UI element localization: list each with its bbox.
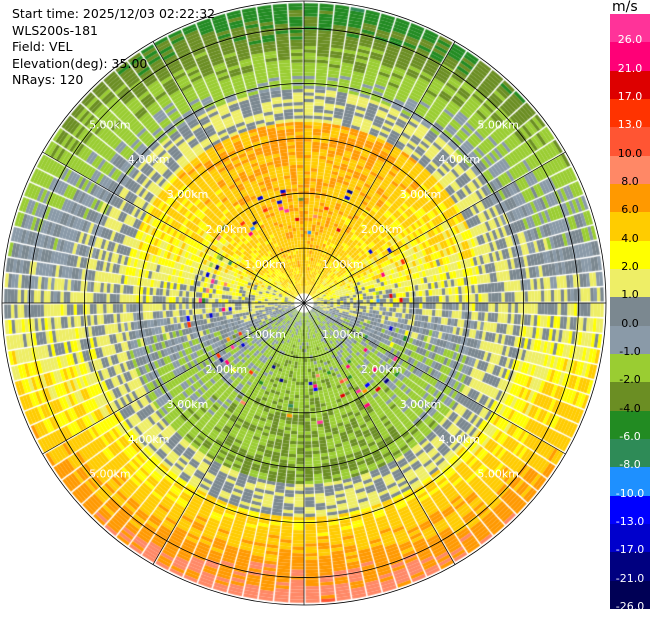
range-ring-label: 4.00km	[128, 153, 170, 166]
azimuth-spoke	[152, 41, 305, 304]
colorbar-tick-label: -21.0	[615, 571, 645, 585]
range-ring-label: 5.00km	[477, 118, 519, 131]
range-ring-label: 1.00km	[322, 258, 364, 271]
range-ring-label: 4.00km	[439, 153, 481, 166]
range-ring-label: 5.00km	[89, 468, 131, 481]
colorbar-segment	[610, 155, 650, 185]
colorbar-segment	[610, 354, 650, 383]
colorbar-tick-label: 13.0	[617, 118, 643, 132]
colorbar-tick-label: 1.0	[621, 288, 639, 302]
colorbar-tick-label: -2.0	[619, 373, 641, 387]
range-ring-label: 3.00km	[400, 398, 442, 411]
range-ring-label: 5.00km	[89, 118, 131, 131]
range-ring-label: 2.00km	[206, 363, 248, 376]
range-ring-label: 1.00km	[244, 328, 286, 341]
colorbar-segment	[610, 14, 650, 43]
colorbar-segment	[610, 297, 650, 327]
range-ring-label: 3.00km	[167, 398, 209, 411]
start-time-text: Start time: 2025/12/03 02:22:32	[12, 6, 216, 21]
range-ring-label: 1.00km	[244, 258, 286, 271]
radar-ppi-plot	[0, 0, 650, 610]
colorbar-tick-label: -6.0	[619, 429, 641, 443]
colorbar-tick-label: -8.0	[619, 458, 641, 472]
range-ring-label: 4.00km	[128, 433, 170, 446]
azimuth-spoke	[152, 302, 305, 565]
scan-info: Start time: 2025/12/03 02:22:32 WLS200s-…	[12, 6, 215, 89]
colorbar-segment	[610, 99, 650, 128]
colorbar-tick-label: 26.0	[617, 33, 643, 47]
colorbar-segment	[610, 127, 650, 157]
colorbar-tick-label: 17.0	[617, 89, 643, 103]
colorbar-tick-label: -26.0	[615, 599, 645, 613]
colorbar-title: m/s	[612, 0, 638, 15]
colorbar-segment	[610, 240, 650, 270]
range-ring-label: 3.00km	[167, 188, 209, 201]
azimuth-spoke	[303, 302, 566, 455]
colorbar-segment	[610, 70, 650, 100]
azimuth-spoke	[303, 302, 456, 565]
colorbar-segment	[610, 467, 650, 497]
range-ring-label: 2.00km	[361, 363, 403, 376]
colorbar-tick-label: -4.0	[619, 401, 641, 415]
colorbar-segment	[610, 212, 650, 242]
colorbar-segment	[610, 269, 650, 298]
colorbar-tick-label: 4.0	[621, 231, 639, 245]
colorbar-tick-label: -30.0	[615, 628, 645, 641]
colorbar-segment	[610, 495, 650, 525]
colorbar-tick-label: 10.0	[617, 146, 643, 160]
colorbar-segment	[610, 382, 650, 412]
colorbar-segment	[610, 184, 650, 213]
range-ring-label: 3.00km	[400, 188, 442, 201]
colorbar-tick-label: 6.0	[621, 203, 639, 217]
colorbar-segment	[610, 552, 650, 582]
range-ring-label: 2.00km	[361, 223, 403, 236]
colorbar-segment	[610, 524, 650, 553]
azimuth-spoke	[42, 302, 305, 455]
range-ring-label: 1.00km	[322, 328, 364, 341]
colorbar-tick-label: 0.0	[621, 316, 639, 330]
field-text: Field: VEL	[12, 39, 73, 54]
colorbar-tick-label: -17.0	[615, 543, 645, 557]
colorbar-tick-label: 2.0	[621, 259, 639, 273]
range-ring-label: 2.00km	[206, 223, 248, 236]
nrays-text: NRays: 120	[12, 72, 84, 87]
colorbar-tick-label: 8.0	[621, 174, 639, 188]
colorbar-segment	[610, 410, 650, 440]
instrument-text: WLS200s-181	[12, 22, 98, 38]
colorbar-segment	[610, 580, 650, 610]
azimuth-spoke	[42, 151, 305, 304]
range-ring-overlay: 1.00km 1.00km 1.00km 1.00km 2.00km 2.00km 2.00…	[1, 0, 607, 606]
elevation-text: Elevation(deg): 35.00	[12, 55, 148, 71]
azimuth-spoke	[303, 151, 566, 304]
velocity-colorbar: 26.0 21.0 17.0 13.0 10.0 8.0 6.0 4.0 2.0 1.0 0.0 -1…	[610, 14, 650, 640]
azimuth-spoke	[303, 41, 456, 304]
colorbar-segment	[610, 42, 650, 72]
colorbar-segment	[610, 325, 650, 355]
range-ring-label: 5.00km	[477, 468, 519, 481]
colorbar-tick-label: -1.0	[619, 344, 641, 358]
colorbar-tick-label: 21.0	[617, 61, 643, 75]
colorbar-tick-label: -10.0	[615, 486, 645, 500]
colorbar-tick-label: -13.0	[615, 514, 645, 528]
colorbar-segment	[610, 439, 650, 468]
range-ring-label: 4.00km	[439, 433, 481, 446]
